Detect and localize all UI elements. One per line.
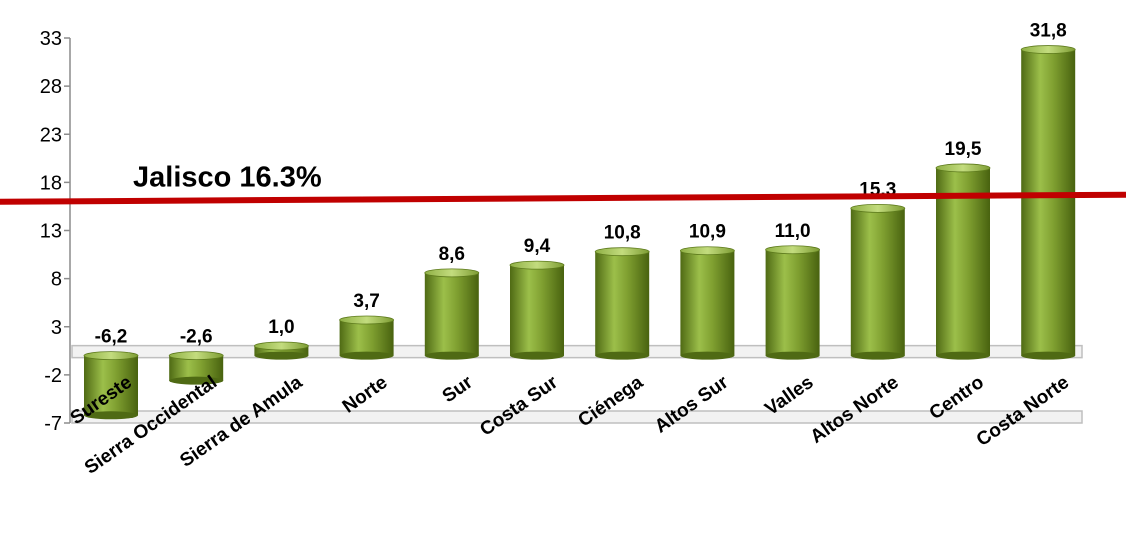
category-label: Altos Sur xyxy=(651,372,733,438)
bar-cap xyxy=(680,246,735,256)
data-label: -2,6 xyxy=(180,327,213,348)
bar xyxy=(935,163,991,360)
bar xyxy=(339,315,395,360)
y-tick-label: 18 xyxy=(40,172,62,194)
y-tick-label: 33 xyxy=(40,28,62,50)
bar xyxy=(253,341,309,360)
bar-body xyxy=(936,167,990,356)
bar-body xyxy=(765,249,820,356)
bar-base xyxy=(850,351,905,360)
bar-cap xyxy=(424,268,480,278)
bar xyxy=(680,246,735,360)
data-label: -6,2 xyxy=(95,327,128,348)
floor-plane xyxy=(71,410,1083,424)
y-tick-label: 8 xyxy=(51,269,62,291)
bar-base xyxy=(169,376,224,385)
data-label: 3,7 xyxy=(353,291,379,312)
bar-base xyxy=(680,351,735,360)
category-label: Costa Sur xyxy=(476,372,562,441)
bar xyxy=(83,351,139,420)
y-tick-label: 23 xyxy=(40,124,62,146)
bar xyxy=(594,247,650,360)
y-tick-label: 3 xyxy=(51,317,62,339)
bar-base xyxy=(595,351,650,360)
bar-base xyxy=(1021,351,1076,360)
reference-line xyxy=(0,191,1126,205)
data-label: 10,8 xyxy=(604,223,641,244)
bar-base xyxy=(510,351,564,360)
data-label: 8,6 xyxy=(439,244,465,265)
bar xyxy=(850,203,906,360)
bar-cap xyxy=(168,351,224,361)
bar-series: -6,2 -2,6 1,03,78,6 9,410,8 10,9 11,015,319,5… xyxy=(83,21,1076,420)
category-label: Altos Norte xyxy=(807,372,903,448)
bar-cap xyxy=(339,315,395,325)
bar xyxy=(765,245,820,360)
data-label: 10,9 xyxy=(689,222,726,243)
y-tick-label: -7 xyxy=(44,413,62,435)
data-label: 19,5 xyxy=(945,139,982,160)
bar-base xyxy=(936,351,990,360)
reference-line-label: Jalisco 16.3% xyxy=(133,162,322,194)
bar xyxy=(168,351,224,385)
zero-plane xyxy=(71,344,1083,359)
category-label: Sur xyxy=(439,372,477,408)
bar-cap xyxy=(253,341,309,351)
y-tick-label: 13 xyxy=(40,221,62,243)
bar xyxy=(424,268,480,360)
bar-body xyxy=(850,208,905,356)
bar-body xyxy=(510,265,564,356)
y-tick-label: 28 xyxy=(40,76,62,98)
bar-base xyxy=(765,351,820,360)
y-tick-label: -2 xyxy=(44,365,62,387)
bar-body xyxy=(1021,49,1076,356)
bar-base xyxy=(84,411,138,420)
reference-line-group: Jalisco 16.3% xyxy=(0,162,1126,205)
bar-cap xyxy=(765,245,820,255)
y-axis: 33 28 23 18 13 8 3 -2 -7 xyxy=(40,28,71,435)
bar-base xyxy=(424,351,479,360)
bar-base xyxy=(254,351,309,360)
bar-body xyxy=(424,272,479,356)
data-label: 31,8 xyxy=(1030,21,1067,42)
bar-body xyxy=(84,355,138,416)
bar-cap xyxy=(850,203,906,213)
chart-floor xyxy=(71,344,1083,424)
bar-cap xyxy=(935,163,991,173)
bar xyxy=(509,260,565,360)
bar-cap xyxy=(509,260,565,270)
bar-cap xyxy=(83,351,139,361)
bar-body xyxy=(339,320,394,356)
bar-body xyxy=(254,346,309,356)
data-label: 1,0 xyxy=(268,317,294,338)
bar-cap xyxy=(1020,45,1076,54)
bar-base xyxy=(339,351,394,360)
bar-body xyxy=(680,250,735,356)
bar-body xyxy=(595,251,650,356)
data-label: 9,4 xyxy=(524,236,551,257)
bar-cap xyxy=(594,247,650,257)
data-label: 11,0 xyxy=(775,221,811,242)
bar xyxy=(1020,45,1076,360)
